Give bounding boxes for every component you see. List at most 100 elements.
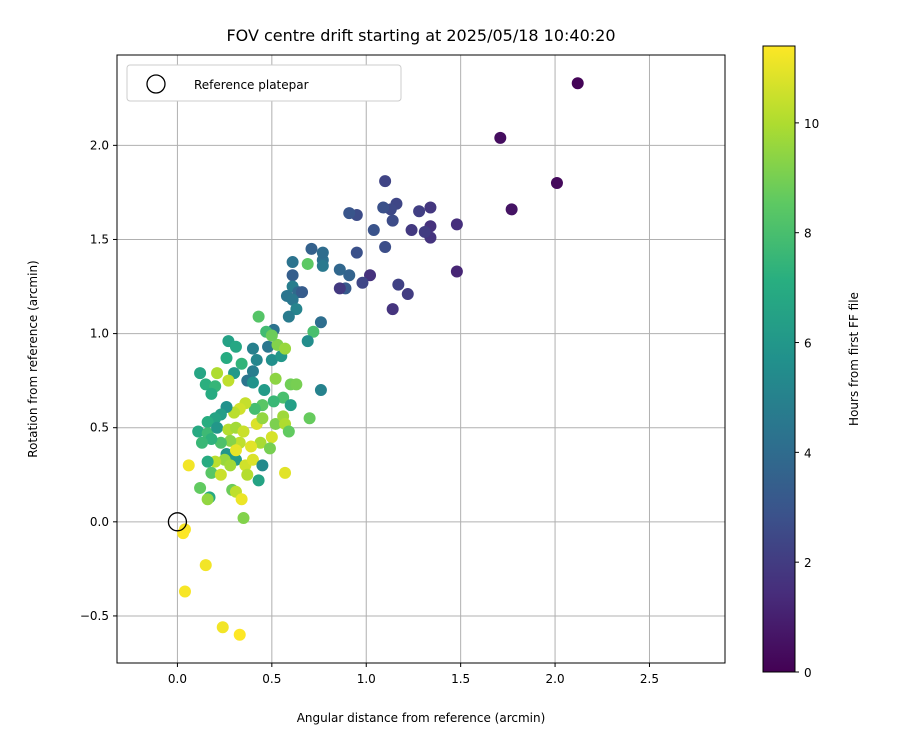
data-point	[205, 387, 218, 400]
data-point	[250, 353, 263, 366]
data-point	[211, 367, 224, 380]
plot-frame	[116, 54, 726, 664]
data-point	[279, 466, 292, 479]
data-point	[211, 421, 224, 434]
data-point	[224, 434, 237, 447]
data-point	[229, 340, 242, 353]
data-point	[267, 395, 280, 408]
data-point	[201, 493, 214, 506]
data-point	[296, 286, 309, 299]
data-point	[424, 201, 437, 214]
data-point	[450, 218, 463, 231]
data-point	[316, 259, 329, 272]
y-tick-label: 1.0	[90, 327, 109, 341]
data-point	[269, 372, 282, 385]
data-point	[199, 378, 212, 391]
colorbar-tick-label: 10	[804, 117, 819, 131]
data-point	[290, 303, 303, 316]
data-point	[505, 203, 518, 216]
y-tick-label: 0.0	[90, 515, 109, 529]
colorbar-tick-label: 2	[804, 556, 812, 570]
data-point	[235, 357, 248, 370]
data-point	[182, 459, 195, 472]
x-tick-label: 2.0	[546, 672, 565, 686]
data-point	[269, 417, 282, 430]
x-axis-ticks: 0.0 0.5 1.0 1.5 2.0 2.5	[168, 663, 659, 686]
colorbar-tick-label: 8	[804, 227, 812, 241]
data-point	[301, 257, 314, 270]
data-point	[201, 416, 214, 429]
colorbar-gradient	[762, 45, 796, 673]
data-point	[252, 310, 265, 323]
colorbar-tick-label: 6	[804, 337, 812, 351]
data-point	[246, 453, 259, 466]
data-point	[205, 466, 218, 479]
data-point	[262, 340, 275, 353]
data-point	[301, 335, 314, 348]
data-point	[237, 425, 250, 438]
data-point	[248, 402, 261, 415]
data-point	[386, 303, 399, 316]
data-point	[229, 444, 242, 457]
data-point	[216, 621, 229, 634]
data-point	[305, 242, 318, 255]
data-point	[494, 131, 507, 144]
data-point	[377, 201, 390, 214]
data-point	[418, 225, 431, 238]
reference-point	[167, 512, 188, 532]
data-point	[258, 384, 271, 397]
data-point	[224, 459, 237, 472]
data-point	[343, 269, 356, 282]
data-point	[265, 431, 278, 444]
data-point	[237, 512, 250, 525]
data-point	[246, 342, 259, 355]
legend-marker-reference	[146, 74, 166, 94]
data-point	[235, 493, 248, 506]
scatter-points	[177, 77, 584, 641]
data-point	[192, 425, 205, 438]
data-point	[356, 276, 369, 289]
data-point	[350, 246, 363, 259]
data-point	[401, 288, 414, 301]
chart-title: FOV centre drift starting at 2025/05/18 …	[226, 26, 615, 45]
data-point	[307, 325, 320, 338]
data-point	[241, 468, 254, 481]
data-point	[256, 412, 269, 425]
data-point	[246, 365, 259, 378]
legend-box	[126, 64, 402, 102]
data-point	[265, 353, 278, 366]
data-point	[194, 481, 207, 494]
data-point	[290, 378, 303, 391]
data-point	[286, 256, 299, 269]
data-point	[413, 205, 426, 218]
data-point	[316, 246, 329, 259]
colorbar-ticks: 0 2 4 6 8 10	[795, 117, 819, 680]
data-point	[194, 367, 207, 380]
data-point	[392, 278, 405, 291]
data-point	[178, 585, 191, 598]
data-point	[256, 459, 269, 472]
y-tick-label: −0.5	[80, 609, 109, 623]
data-point	[314, 316, 327, 329]
y-axis-ticks: −0.5 0.0 0.5 1.0 1.5 2.0	[80, 138, 117, 623]
data-point	[343, 207, 356, 220]
data-point	[379, 241, 392, 253]
data-point	[265, 329, 278, 342]
colorbar-label: Hours from first FF file	[847, 292, 861, 426]
grid-lines	[117, 55, 725, 663]
colorbar: 0 2 4 6 8 10 Hours from first FF file	[762, 45, 861, 680]
data-point	[364, 269, 377, 282]
y-axis-label: Rotation from reference (arcmin)	[26, 260, 40, 457]
data-point	[386, 214, 399, 227]
x-axis-label: Angular distance from reference (arcmin)	[297, 711, 546, 725]
data-point	[571, 77, 584, 90]
legend-label-reference: Reference platepar	[194, 78, 309, 92]
x-tick-label: 2.5	[640, 672, 659, 686]
data-point	[222, 374, 235, 387]
data-point	[282, 310, 295, 323]
data-point	[199, 559, 212, 572]
data-point	[252, 474, 265, 487]
data-point	[367, 224, 380, 237]
data-point	[282, 425, 295, 438]
